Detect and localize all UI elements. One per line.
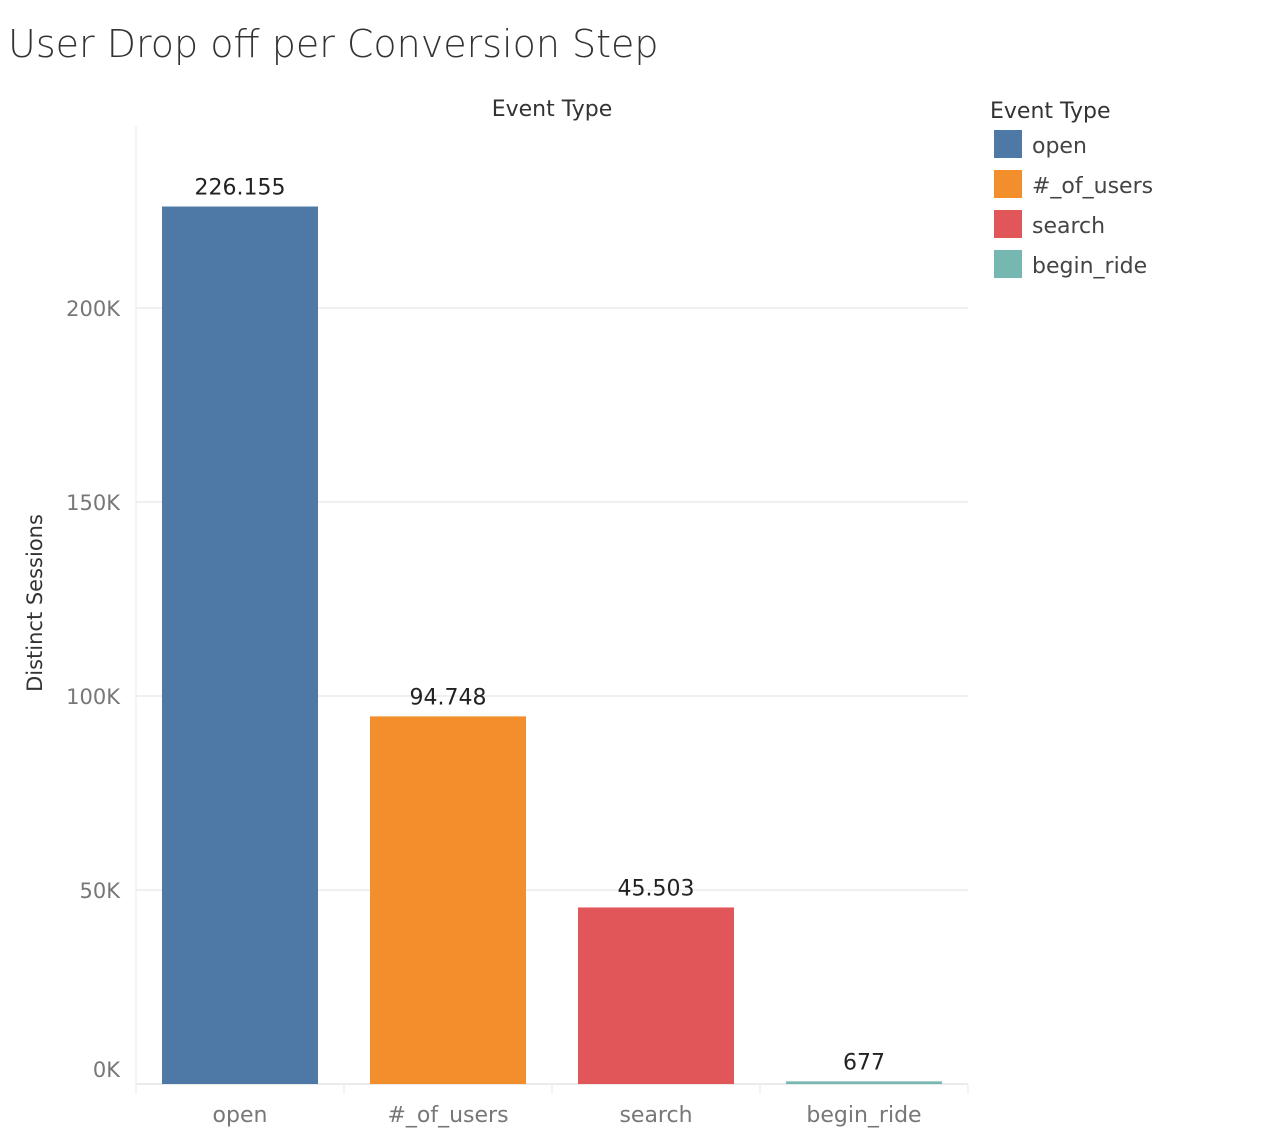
column-header: Event Type [492, 97, 613, 122]
legend-swatch-begin_ride [994, 250, 1022, 278]
bar-begin_ride [786, 1081, 942, 1084]
chart-title: User Drop off per Conversion Step [8, 22, 659, 66]
bar-search [578, 907, 734, 1084]
data-label-open: 226.155 [195, 176, 286, 201]
legend-swatch-search [994, 210, 1022, 238]
y-tick-label: 100K [66, 685, 121, 709]
data-label-#_of_users: 94.748 [410, 685, 487, 710]
x-category-label: #_of_users [387, 1103, 508, 1128]
data-labels: 226.155 94.748 45.503 677 [195, 176, 885, 1076]
legend-title: Event Type [990, 99, 1111, 124]
x-axis-categories: open #_of_users search begin_ride [213, 1103, 922, 1128]
legend-swatch-open [994, 130, 1022, 158]
data-label-search: 45.503 [618, 876, 695, 901]
bar-open [162, 206, 318, 1084]
y-axis-title: Distinct Sessions [23, 514, 47, 692]
bars [162, 206, 942, 1084]
legend-label-open: open [1032, 134, 1087, 159]
legend-label-begin_ride: begin_ride [1032, 254, 1147, 279]
x-category-label: search [619, 1103, 692, 1128]
bar-#_of_users [370, 716, 526, 1084]
y-tick-label: 150K [66, 491, 121, 515]
legend-swatch-#_of_users [994, 170, 1022, 198]
y-tick-label: 0K [93, 1058, 121, 1082]
y-tick-label: 50K [80, 879, 122, 903]
y-axis-ticks: 0K 50K 100K 150K 200K [66, 297, 121, 1082]
data-label-begin_ride: 677 [843, 1050, 885, 1075]
x-category-label: begin_ride [806, 1103, 921, 1128]
x-category-label: open [213, 1103, 268, 1128]
y-tick-label: 200K [66, 297, 121, 321]
legend-label-search: search [1032, 214, 1105, 239]
legend-label-#_of_users: #_of_users [1032, 174, 1153, 199]
